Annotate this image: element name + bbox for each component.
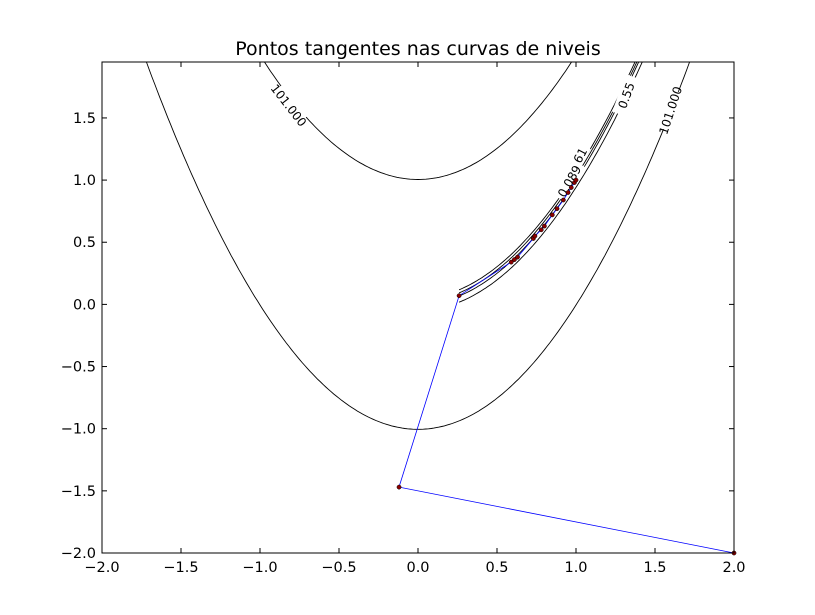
contour-label: 101.000: [656, 85, 685, 137]
x-tick-label: 0.0: [406, 560, 429, 576]
data-point: [532, 233, 538, 239]
contour-line-outer-lower: [145, 62, 691, 430]
data-point: [554, 206, 560, 212]
contour-label-background: [657, 88, 683, 132]
contour-line-inner: [458, 62, 643, 303]
data-point: [396, 484, 402, 490]
contour-label: 0.55: [615, 81, 637, 111]
series-line: [398, 179, 734, 553]
contour-label-background: [612, 74, 640, 117]
data-point: [456, 293, 462, 299]
data-point: [561, 197, 566, 203]
contour-label-background: [271, 84, 308, 125]
contour-label: 101.000: [268, 82, 310, 130]
x-axis: −2.0 −1.5 −1.0 −0.5 0.0 0.5 1.0 1.5 2.0: [84, 62, 746, 576]
x-tick-label: 1.0: [564, 560, 587, 576]
y-tick-label: −2.0: [61, 546, 96, 562]
y-tick-label: −0.5: [61, 360, 96, 376]
data-point: [565, 190, 571, 195]
y-tick-label: 0.0: [73, 297, 96, 313]
descent-path: [398, 179, 734, 553]
descent-points: [396, 177, 737, 556]
y-tick-label: −1.5: [61, 484, 96, 500]
chart-title: Pontos tangentes nas curvas de niveis: [235, 38, 600, 60]
data-point: [538, 227, 544, 233]
x-tick-label: −0.5: [321, 560, 356, 576]
y-tick-label: 1.0: [73, 173, 96, 189]
x-tick-label: 0.5: [485, 560, 508, 576]
x-tick-label: −1.5: [163, 560, 198, 576]
y-axis: −2.0 −1.5 −1.0 −0.5 0.0 0.5 1.0 1.5: [61, 111, 734, 562]
x-tick-label: −1.0: [242, 560, 277, 576]
plot-frame: [101, 61, 735, 554]
data-point: [549, 212, 555, 218]
x-tick-label: 1.5: [643, 560, 666, 576]
y-tick-label: 0.5: [73, 235, 96, 251]
contour-line-outer-upper: [263, 62, 573, 180]
y-tick-label: −1.0: [61, 422, 96, 438]
x-tick-label: −2.0: [84, 560, 119, 576]
contour-label-background: [552, 160, 585, 202]
data-point: [542, 223, 547, 229]
data-point: [573, 177, 579, 183]
data-point: [568, 185, 574, 190]
data-point: [512, 257, 517, 262]
data-point: [508, 259, 514, 265]
x-tick-label: 2.0: [722, 560, 745, 576]
y-tick-label: 1.5: [73, 111, 96, 127]
data-point: [515, 254, 520, 260]
